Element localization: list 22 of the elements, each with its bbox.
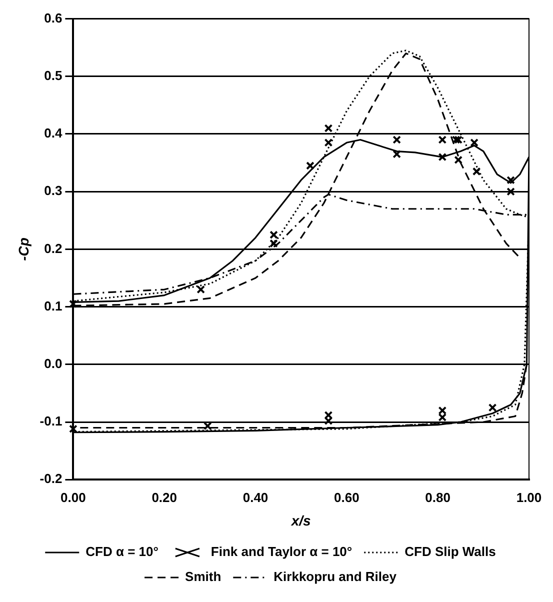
legend-label: CFD α = 10° [86,544,158,560]
y-tick-label: -0.1 [40,414,62,429]
y-tick-label: 0.2 [44,240,62,256]
y-tick-label: 0.3 [44,183,62,198]
y-tick-label: 0.4 [44,126,63,141]
x-tick-label: 1.00 [516,490,542,505]
x-axis-title: x/s [290,512,312,528]
y-tick-label: 0.1 [44,298,62,314]
legend-label: Fink and Taylor α = 10° [210,544,352,560]
y-tick-label: 0.6 [44,10,62,26]
x-tick-label: 0.00 [60,490,86,505]
legend-label: CFD Slip Walls [404,544,496,560]
y-tick-label: -0.2 [40,471,62,486]
x-tick-label: 0.40 [242,490,268,505]
x-tick-label: 0.20 [152,490,178,505]
x-tick-label: 0.80 [425,490,450,505]
y-tick-label: 0.5 [44,68,62,83]
legend-label: Smith [185,569,222,584]
x-tick-label: 0.60 [334,490,360,505]
y-axis-title: -Cp [15,237,32,261]
y-tick-label: 0.0 [44,356,62,371]
legend-label: Kirkkopru and Riley [274,569,398,584]
